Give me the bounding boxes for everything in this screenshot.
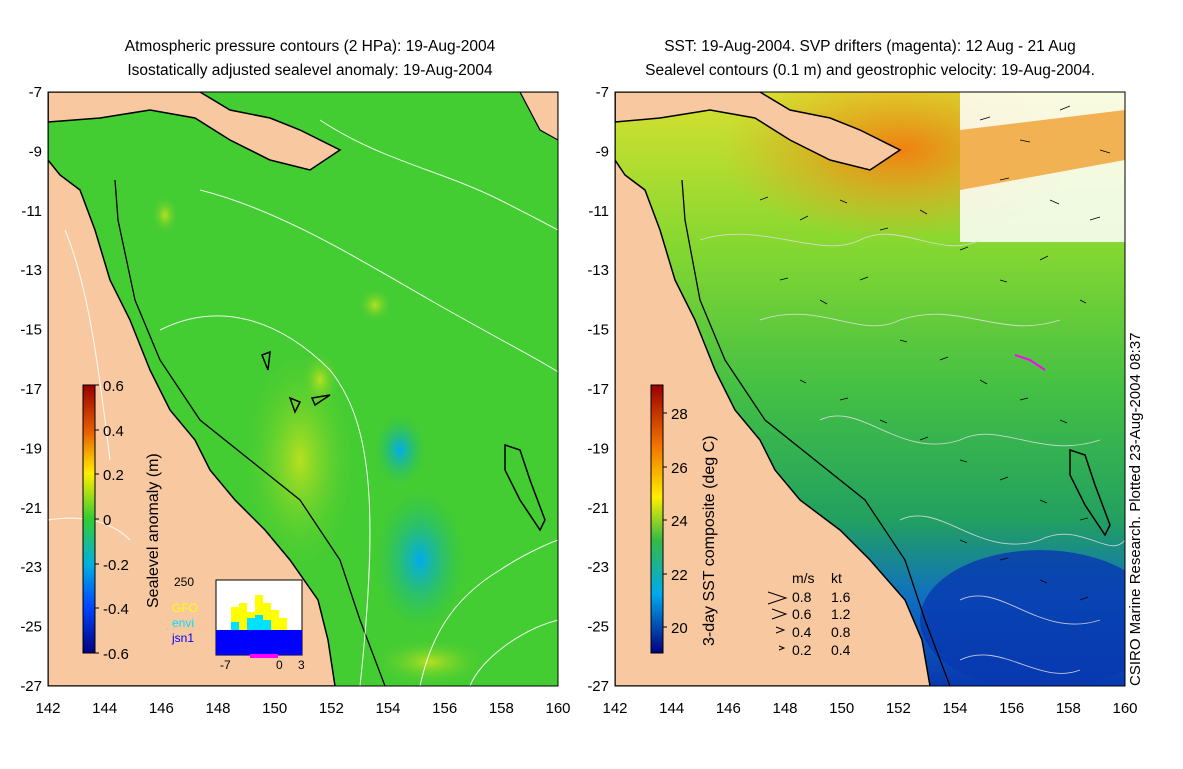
left-land-australia: [48, 92, 336, 686]
lat-tick-label: -17: [587, 381, 609, 398]
lat-tick-label: -25: [20, 619, 42, 636]
inset-legend-envi: envi: [172, 616, 194, 630]
lat-tick-label: -7: [29, 84, 42, 101]
sla-tick: -0.4: [103, 601, 129, 618]
lat-tick-label: -15: [20, 322, 42, 339]
lat-tick-label: -7: [596, 84, 609, 101]
lon-tick-label: 142: [35, 700, 60, 717]
lat-tick-label: -21: [20, 500, 42, 517]
lat-tick-label: -19: [587, 440, 609, 457]
right-land-australia: [615, 92, 931, 686]
lon-tick-label: 144: [92, 700, 117, 717]
sla-tick: 0.6: [103, 378, 124, 395]
lon-tick-label: 156: [432, 700, 457, 717]
lon-tick-label: 154: [942, 700, 967, 717]
inset-legend-jsn1: jsn1: [171, 631, 194, 645]
lon-tick-label: 156: [999, 700, 1024, 717]
inset-legend-gfo: GFO: [172, 601, 198, 615]
sla-tick: -0.2: [103, 557, 129, 574]
right-map-title-line2: Sealevel contours (0.1 m) and geostrophi…: [645, 62, 1095, 79]
inset-x-tick: 0: [276, 658, 283, 672]
right-map-title-line1: SST: 19-Aug-2004. SVP drifters (magenta)…: [664, 38, 1076, 55]
right-map: [615, 92, 1125, 686]
inset-y-tick: 250: [174, 575, 194, 589]
inset-x-tick: -7: [220, 658, 231, 672]
lon-tick-label: 152: [319, 700, 344, 717]
sst-tick: 22: [671, 567, 688, 584]
sla-tick: -0.6: [103, 646, 129, 663]
lon-tick-label: 152: [886, 700, 911, 717]
lat-tick-label: -11: [21, 203, 42, 220]
sla-tick: 0.4: [103, 423, 124, 440]
left-map: [48, 92, 558, 686]
sst-tick: 24: [671, 513, 688, 530]
velocity-header-kt: kt: [831, 570, 842, 586]
arrow-glyph-icon: [775, 626, 786, 634]
arrow-glyph-icon: [771, 608, 788, 620]
sla-tick: 0.2: [103, 467, 124, 484]
velocity-ms-value: 0.8: [792, 589, 812, 605]
axis-labels: -7 -9 -11 -13 -15 -17 -19 -21 -23 -25 -27 142 144 146…: [20, 84, 1137, 717]
sst-tick: 26: [671, 460, 688, 477]
lat-tick-label: -9: [29, 143, 42, 160]
lon-tick-label: 146: [716, 700, 741, 717]
velocity-kt-value: 1.2: [831, 606, 851, 622]
lon-tick-label: 146: [149, 700, 174, 717]
lat-tick-label: -9: [596, 143, 609, 160]
lat-tick-label: -13: [20, 262, 42, 279]
sla-tick: 0: [103, 512, 111, 529]
credit-line: CSIRO Marine Research. Plotted 23-Aug-20…: [1127, 332, 1144, 686]
credit-text: CSIRO Marine Research. Plotted 23-Aug-20…: [1127, 332, 1144, 686]
right-land-new-guinea: [615, 92, 902, 171]
left-reef-outline: [114, 179, 386, 686]
left-colorbar: 0.6 0.4 0.2 0 -0.2 -0.4 -0.6 Sealevel an…: [82, 378, 162, 663]
lon-tick-label: 142: [602, 700, 627, 717]
lon-tick-label: 148: [205, 700, 230, 717]
left-map-title-line2: Isostatically adjusted sealevel anomaly:…: [127, 62, 493, 79]
lat-tick-label: -27: [20, 678, 42, 695]
lat-tick-label: -15: [587, 322, 609, 339]
lon-tick-label: 154: [375, 700, 400, 717]
arrow-glyph-icon: [767, 591, 788, 605]
lat-tick-label: -11: [588, 203, 609, 220]
left-land-new-guinea: [48, 92, 342, 171]
velocity-ms-value: 0.6: [792, 606, 812, 622]
lon-tick-label: 158: [1056, 700, 1081, 717]
lon-tick-label: 144: [659, 700, 684, 717]
lat-tick-label: -25: [587, 619, 609, 636]
lon-tick-label: 150: [262, 700, 287, 717]
lat-tick-label: -13: [587, 262, 609, 279]
lon-tick-label: 150: [829, 700, 854, 717]
lon-tick-label: 148: [772, 700, 797, 717]
coverage-histogram: 250 -7 0 3 GFO envi jsn1: [171, 575, 305, 672]
lat-tick-label: -21: [587, 500, 609, 517]
lat-tick-label: -27: [587, 678, 609, 695]
velocity-ms-value: 0.2: [792, 642, 812, 658]
velocity-legend: m/s kt 0.8 1.6 0.6 1.2 0.4 0.8 0.2 0.4: [767, 570, 851, 658]
velocity-kt-value: 1.6: [831, 589, 851, 605]
lon-tick-label: 160: [545, 700, 570, 717]
velocity-ms-value: 0.4: [792, 624, 812, 640]
sla-colorbar-label: Sealevel anomaly (m): [145, 453, 162, 608]
lon-tick-label: 158: [489, 700, 514, 717]
right-colorbar: 28 26 24 22 20 3-day SST composite (deg …: [650, 384, 718, 654]
lat-tick-label: -17: [20, 381, 42, 398]
lat-tick-label: -23: [587, 559, 609, 576]
sst-tick: 28: [671, 406, 688, 423]
sst-tick: 20: [671, 620, 688, 637]
inset-x-tick: 3: [298, 658, 305, 672]
left-map-title-line1: Atmospheric pressure contours (2 HPa): 1…: [124, 38, 496, 55]
velocity-arrow-field: [759, 105, 1111, 601]
lat-tick-label: -19: [20, 440, 42, 457]
sst-colorbar-label: 3-day SST composite (deg C): [701, 436, 718, 646]
velocity-kt-value: 0.8: [831, 624, 851, 640]
left-land-islands: [519, 92, 558, 141]
arrow-glyph-icon: [778, 645, 786, 651]
lon-tick-label: 160: [1112, 700, 1137, 717]
lat-tick-label: -23: [20, 559, 42, 576]
velocity-kt-value: 0.4: [831, 642, 851, 658]
velocity-header-ms: m/s: [792, 570, 815, 586]
